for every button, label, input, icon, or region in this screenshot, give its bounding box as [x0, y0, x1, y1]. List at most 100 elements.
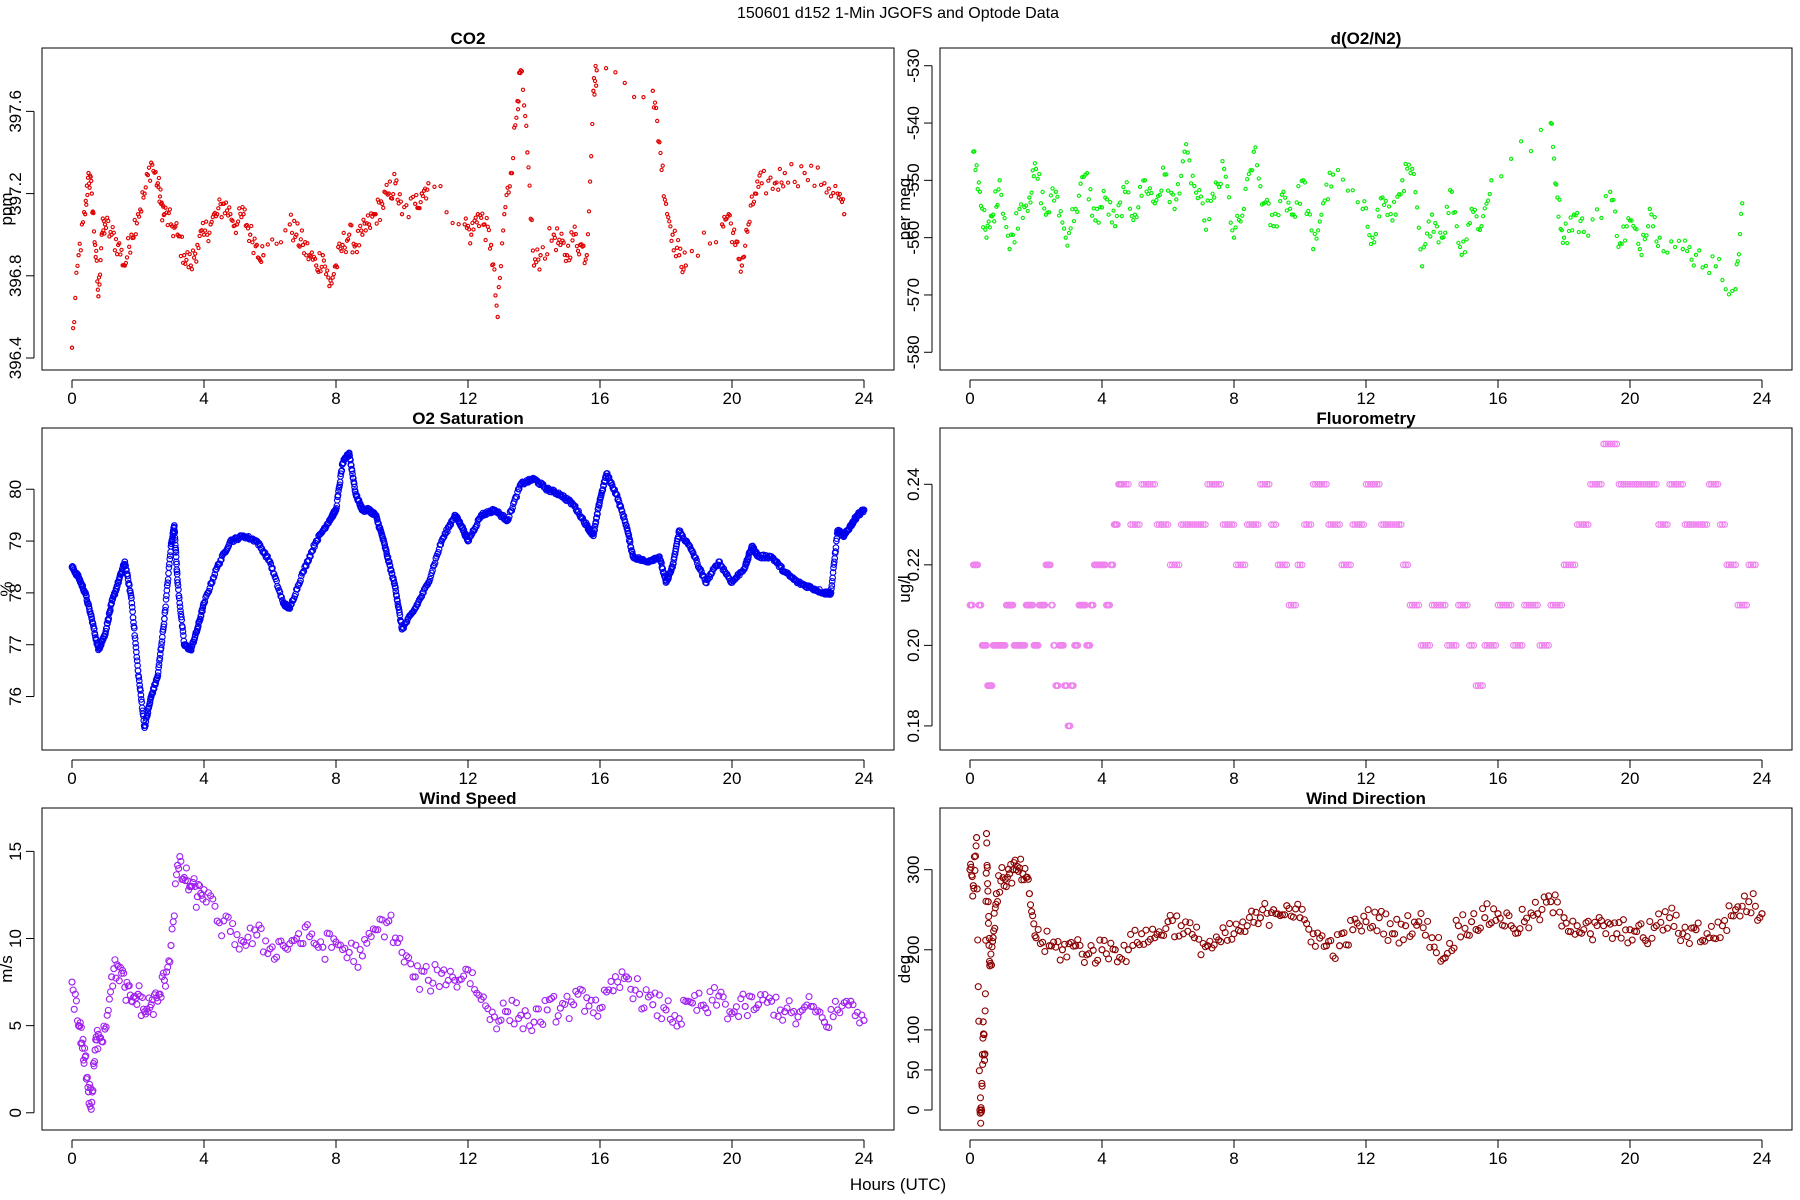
- data-point: [456, 222, 461, 227]
- data-point: [1570, 228, 1575, 233]
- data-point: [1250, 168, 1255, 173]
- data-point: [95, 279, 100, 284]
- data-point: [305, 556, 313, 564]
- data-point: [191, 255, 197, 260]
- data-point: [561, 240, 566, 245]
- data-point: [265, 242, 270, 247]
- data-point: [316, 269, 321, 274]
- x-tick-label: 20: [1621, 769, 1640, 788]
- data-point: [1347, 916, 1355, 924]
- data-point: [447, 521, 455, 529]
- data-point: [158, 973, 166, 981]
- x-tick-label: 24: [1753, 389, 1772, 408]
- data-point: [1099, 205, 1105, 210]
- data-point: [389, 196, 395, 201]
- data-point: [70, 1005, 78, 1013]
- data-point: [662, 1006, 670, 1014]
- data-point: [824, 190, 829, 195]
- data-point: [1025, 890, 1034, 898]
- data-point: [735, 1013, 743, 1021]
- data-point: [707, 241, 713, 246]
- data-point: [427, 987, 435, 995]
- data-point: [1230, 930, 1238, 938]
- data-point: [1230, 521, 1238, 528]
- data-point: [386, 191, 391, 196]
- data-point: [1358, 521, 1365, 528]
- data-point: [328, 943, 336, 951]
- data-point: [1556, 601, 1563, 609]
- data-point: [842, 997, 850, 1005]
- data-point: [1441, 235, 1446, 240]
- data-point: [1474, 214, 1479, 219]
- data-point: [152, 989, 160, 997]
- data-point: [69, 986, 77, 994]
- y-tick-label: 0.22: [904, 548, 923, 581]
- data-point: [396, 611, 404, 619]
- data-point: [1251, 149, 1257, 154]
- data-point: [1556, 214, 1561, 219]
- data-point: [1677, 480, 1684, 488]
- data-point: [343, 249, 349, 255]
- data-point: [1437, 601, 1445, 609]
- x-tick-label: 0: [67, 769, 76, 788]
- data-point: [331, 271, 336, 277]
- data-point: [1380, 521, 1387, 528]
- data-point: [1518, 642, 1526, 649]
- data-point: [1333, 931, 1341, 939]
- data-point: [1372, 240, 1377, 245]
- data-point: [1408, 601, 1416, 609]
- data-point: [1507, 601, 1515, 609]
- data-point: [591, 88, 596, 94]
- data-point: [1738, 902, 1746, 910]
- data-point: [1261, 480, 1269, 488]
- data-point: [166, 555, 174, 563]
- data-point: [497, 275, 503, 281]
- data-point: [585, 1002, 593, 1010]
- data-point: [190, 248, 196, 253]
- data-point: [1461, 239, 1466, 244]
- data-point: [199, 604, 207, 612]
- data-point: [1745, 898, 1753, 906]
- data-point: [147, 178, 153, 183]
- data-point: [1733, 287, 1738, 292]
- data-point: [278, 240, 284, 245]
- data-point: [1126, 190, 1131, 195]
- data-point: [179, 628, 187, 635]
- data-point: [410, 194, 416, 200]
- data-point: [196, 882, 204, 890]
- data-point: [398, 948, 406, 957]
- data-point: [165, 957, 173, 965]
- data-point: [167, 207, 173, 212]
- data-point: [115, 977, 123, 985]
- data-point: [1029, 190, 1034, 195]
- data-point: [396, 934, 404, 943]
- data-point: [978, 1079, 986, 1087]
- data-point: [1202, 218, 1207, 223]
- data-point: [1089, 946, 1097, 954]
- data-point: [1619, 916, 1627, 924]
- data-point: [1492, 642, 1500, 649]
- data-point: [1396, 192, 1402, 197]
- data-point: [177, 234, 182, 239]
- data-point: [1075, 209, 1080, 214]
- data-point: [150, 685, 158, 692]
- data-point: [607, 977, 615, 985]
- y-tick-label: 50: [904, 1060, 923, 1079]
- data-point: [603, 988, 611, 996]
- data-point: [209, 219, 214, 225]
- data-point: [1558, 601, 1566, 609]
- data-point: [1120, 941, 1128, 949]
- data-point: [520, 87, 526, 92]
- data-point: [741, 563, 749, 571]
- data-point: [1208, 480, 1216, 488]
- data-point: [593, 514, 601, 521]
- data-point: [474, 220, 479, 225]
- data-point: [479, 215, 484, 221]
- data-point: [156, 184, 161, 190]
- data-point: [308, 930, 316, 938]
- data-point: [207, 230, 212, 235]
- data-point: [737, 257, 742, 262]
- data-point: [975, 1017, 983, 1025]
- data-point: [1363, 206, 1369, 211]
- data-point: [1448, 641, 1456, 649]
